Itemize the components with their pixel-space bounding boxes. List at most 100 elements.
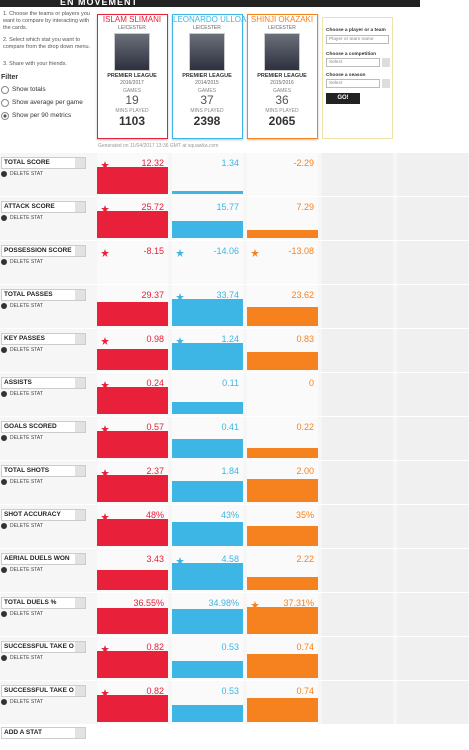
delete-stat[interactable]: DELETE STAT bbox=[1, 259, 61, 267]
stat-select[interactable]: SUCCESSFUL TAKE O bbox=[1, 685, 86, 697]
games-label: GAMES bbox=[197, 88, 217, 94]
best-star bbox=[101, 249, 109, 257]
games-label: GAMES bbox=[122, 88, 142, 94]
delete-stat[interactable]: DELETE STAT bbox=[1, 479, 61, 487]
stat-select[interactable]: KEY PASSES bbox=[1, 333, 86, 345]
bar bbox=[97, 348, 168, 370]
value-label: 36.55% bbox=[133, 598, 164, 608]
star-shape bbox=[101, 645, 109, 653]
value-label: 29.37 bbox=[141, 290, 164, 300]
best-star bbox=[176, 337, 184, 345]
best-star bbox=[251, 601, 259, 609]
star-shape bbox=[101, 425, 109, 433]
delete-stat[interactable]: DELETE STAT bbox=[1, 435, 61, 443]
delete-stat[interactable]: DELETE STAT bbox=[1, 655, 61, 663]
delete-stat[interactable]: DELETE STAT bbox=[1, 303, 61, 311]
dropdown-arrow[interactable] bbox=[382, 58, 390, 67]
player-photo bbox=[189, 33, 225, 71]
stat-row: GOALS SCORED DELETE STAT 0.57 0.41 0.22 bbox=[0, 417, 469, 460]
stat-name: GOALS SCORED bbox=[4, 423, 57, 430]
stat-column bbox=[247, 153, 318, 196]
delete-stat[interactable]: DELETE STAT bbox=[1, 347, 61, 355]
star-shape bbox=[176, 337, 184, 345]
stat-select[interactable]: TOTAL SHOTS bbox=[1, 465, 86, 477]
select[interactable]: Select bbox=[326, 58, 380, 67]
bar bbox=[247, 576, 318, 590]
delete-stat[interactable]: DELETE STAT bbox=[1, 567, 61, 575]
player-card[interactable]: LEONARDO ULLOA LEICESTER PREMIER LEAGUE 201… bbox=[172, 14, 247, 139]
best-star bbox=[176, 293, 184, 301]
star-shape bbox=[176, 293, 184, 301]
best-star bbox=[101, 381, 109, 389]
delete-stat[interactable]: DELETE STAT bbox=[1, 523, 61, 531]
stat-select[interactable]: TOTAL PASSES bbox=[1, 289, 86, 301]
delete-label: DELETE STAT bbox=[10, 347, 43, 353]
dropdown-arrow bbox=[75, 158, 85, 168]
stat-name: TOTAL DUELS % bbox=[4, 599, 57, 606]
select[interactable]: Select bbox=[326, 79, 380, 88]
radio[interactable] bbox=[1, 112, 9, 120]
stat-column bbox=[322, 637, 393, 680]
value-label: 3.43 bbox=[146, 554, 164, 564]
go-button[interactable]: GO! bbox=[326, 93, 360, 104]
best-star bbox=[251, 249, 259, 257]
stat-column bbox=[322, 417, 393, 460]
delete-label: DELETE STAT bbox=[10, 523, 43, 529]
radio[interactable] bbox=[1, 86, 9, 94]
star-shape bbox=[176, 557, 184, 565]
best-star bbox=[101, 205, 109, 213]
stat-column bbox=[322, 241, 393, 284]
search-input[interactable]: Player or team name bbox=[326, 35, 389, 44]
value-label: 7.29 bbox=[296, 202, 314, 212]
generated-note: Generated on 11/04/2017 13:36 GMT at squ… bbox=[98, 143, 219, 149]
player-card[interactable]: ISLAM SLIMANI LEICESTER PREMIER LEAGUE 2016… bbox=[97, 14, 168, 139]
stat-row: TOTAL SHOTS DELETE STAT 2.37 1.84 2.00 bbox=[0, 461, 469, 504]
stat-column bbox=[397, 417, 468, 460]
value-label: 25.72 bbox=[141, 202, 164, 212]
value-label: 0.83 bbox=[296, 334, 314, 344]
stat-row: TOTAL PASSES DELETE STAT 29.37 33.74 23.62 bbox=[0, 285, 469, 328]
bar bbox=[172, 438, 243, 458]
stat-select[interactable]: ASSISTS bbox=[1, 377, 86, 389]
add-stat[interactable]: ADD A STAT bbox=[1, 727, 86, 739]
player-card[interactable]: SHINJI OKAZAKI LEICESTER PREMIER LEAGUE 201… bbox=[247, 14, 318, 139]
best-star bbox=[101, 689, 109, 697]
stat-select[interactable]: ATTACK SCORE bbox=[1, 201, 86, 213]
stat-select[interactable]: SUCCESSFUL TAKE O bbox=[1, 641, 86, 653]
star-shape bbox=[176, 249, 184, 257]
filter-option[interactable]: Show average per game bbox=[12, 99, 83, 106]
stat-column bbox=[322, 593, 393, 636]
bar bbox=[172, 608, 243, 634]
delete-stat[interactable]: DELETE STAT bbox=[1, 391, 61, 399]
delete-stat[interactable]: DELETE STAT bbox=[1, 171, 61, 179]
mins-label: MINS PLAYED bbox=[265, 108, 299, 114]
stat-select[interactable]: POSSESSION SCORE bbox=[1, 245, 86, 257]
filter-option[interactable]: Show totals bbox=[12, 86, 46, 93]
dropdown-arrow[interactable] bbox=[382, 79, 390, 88]
stat-select[interactable]: TOTAL SCORE bbox=[1, 157, 86, 169]
best-star bbox=[176, 249, 184, 257]
competition: PREMIER LEAGUE bbox=[257, 73, 307, 79]
delete-stat[interactable]: DELETE STAT bbox=[1, 611, 61, 619]
value-label: 0.41 bbox=[221, 422, 239, 432]
best-star bbox=[101, 161, 109, 169]
stat-select[interactable]: AERIAL DUELS WON bbox=[1, 553, 86, 565]
stat-select[interactable]: SHOT ACCURACY bbox=[1, 509, 86, 521]
delete-label: DELETE STAT bbox=[10, 303, 43, 309]
stat-column bbox=[397, 549, 468, 592]
stat-select[interactable]: GOALS SCORED bbox=[1, 421, 86, 433]
delete-stat[interactable]: DELETE STAT bbox=[1, 215, 61, 223]
mins: 2065 bbox=[268, 114, 296, 128]
radio[interactable] bbox=[1, 99, 9, 107]
bar bbox=[97, 431, 168, 458]
player-name: LEONARDO ULLOA bbox=[173, 15, 247, 24]
filter-option[interactable]: Show per 90 metrics bbox=[12, 112, 72, 119]
competition: PREMIER LEAGUE bbox=[107, 73, 157, 79]
value-label: 0.53 bbox=[221, 642, 239, 652]
stat-column bbox=[322, 549, 393, 592]
stat-column bbox=[97, 241, 168, 284]
stat-select[interactable]: TOTAL DUELS % bbox=[1, 597, 86, 609]
season: 2014/2015 bbox=[195, 80, 219, 86]
delete-stat[interactable]: DELETE STAT bbox=[1, 699, 61, 707]
search-label: Choose a player or a team bbox=[326, 28, 386, 33]
